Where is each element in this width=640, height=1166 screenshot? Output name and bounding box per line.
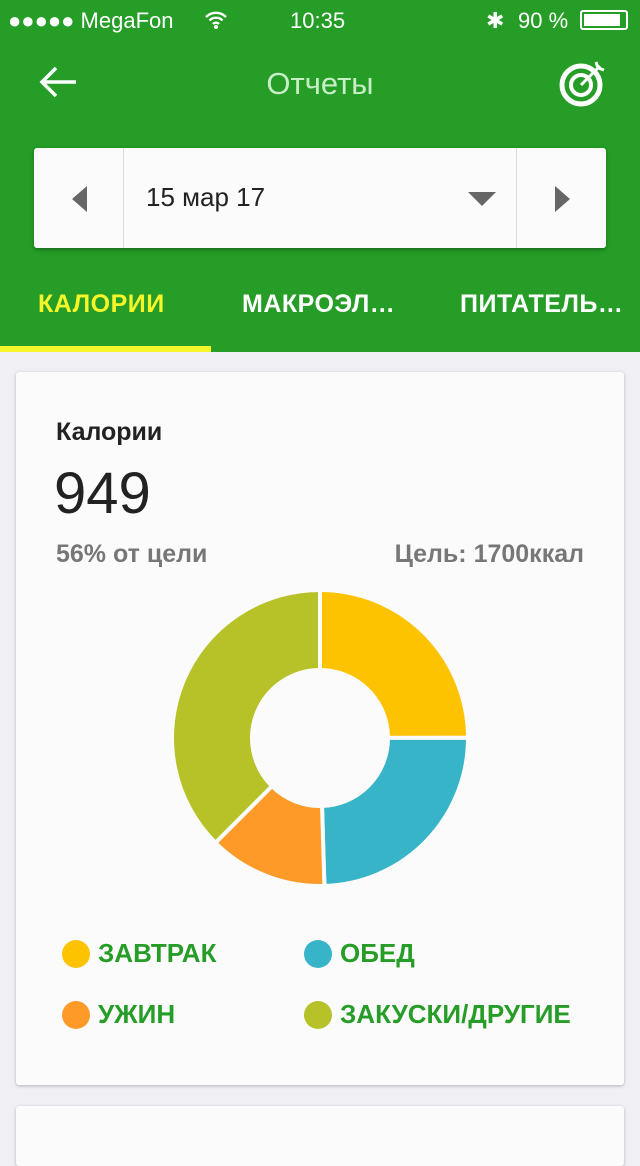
calories-donut-chart — [170, 587, 471, 888]
legend-label: ЗАКУСКИ/ДРУГИЕ — [340, 999, 571, 1029]
calories-value: 949 — [54, 461, 151, 526]
date-selector: 15 мар 17 — [34, 148, 606, 248]
legend-swatch — [304, 939, 332, 968]
legend-item-dinner: УЖИН — [62, 999, 175, 1030]
next-card — [16, 1106, 624, 1166]
legend-item-snacks: ЗАКУСКИ/ДРУГИЕ — [304, 999, 571, 1030]
legend-swatch — [62, 1000, 90, 1029]
goal-percent: 56% от цели — [56, 540, 208, 568]
tab-macros[interactable]: МАКРОЭЛ… — [242, 290, 396, 318]
battery-icon — [580, 10, 628, 30]
status-bar: ●●●●● MegaFon 10:35 ✱ 90 % — [0, 0, 640, 40]
caret-right-icon — [555, 186, 570, 212]
legend-swatch — [62, 939, 90, 968]
date-value[interactable]: 15 мар 17 — [146, 182, 266, 212]
previous-day-button[interactable] — [34, 148, 124, 248]
back-arrow-icon[interactable] — [36, 62, 80, 102]
legend-label: УЖИН — [98, 999, 176, 1029]
caret-left-icon — [72, 186, 87, 212]
bluetooth-icon: ✱ — [486, 8, 505, 33]
app-header: ●●●●● MegaFon 10:35 ✱ 90 % Отчеты 15 мар… — [0, 0, 640, 352]
calories-card: Калории 949 56% от цели Цель: 1700ккал З… — [16, 372, 624, 1085]
card-title: Калории — [56, 418, 163, 446]
battery-percent: 90 % — [518, 8, 569, 33]
target-icon[interactable] — [558, 58, 608, 108]
page-title: Отчеты — [266, 66, 374, 101]
clock: 10:35 — [290, 8, 346, 33]
active-tab-indicator — [0, 346, 211, 352]
wifi-icon — [205, 11, 227, 29]
donut-slice-3 — [170, 587, 322, 846]
dropdown-caret-icon[interactable] — [468, 192, 496, 206]
carrier: ●●●●● MegaFon — [8, 8, 174, 33]
tab-calories[interactable]: КАЛОРИИ — [38, 290, 165, 318]
legend-item-lunch: ОБЕД — [304, 938, 415, 969]
legend-label: ЗАВТРАК — [98, 938, 217, 968]
next-day-button[interactable] — [516, 148, 606, 248]
legend-item-breakfast: ЗАВТРАК — [62, 938, 216, 969]
goal-value: Цель: 1700ккал — [394, 540, 584, 568]
legend-label: ОБЕД — [340, 938, 415, 968]
donut-slice-0 — [318, 587, 471, 740]
donut-slice-1 — [319, 735, 471, 888]
tab-nutrients[interactable]: ПИТАТЕЛЬ… — [460, 290, 624, 318]
legend-swatch — [304, 1000, 332, 1029]
